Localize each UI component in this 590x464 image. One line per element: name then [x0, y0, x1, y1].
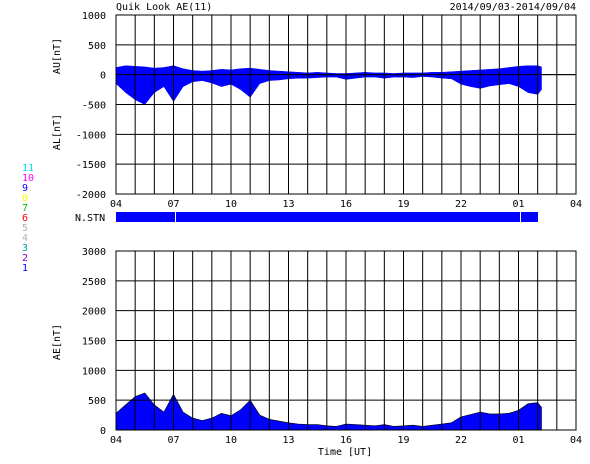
- legend-station-1: 1: [22, 263, 29, 274]
- top-x-tick-label: 19: [397, 199, 409, 210]
- nstn-bar-gap: [520, 212, 521, 222]
- top-y-tick-label: 0: [100, 71, 106, 82]
- bottom-x-tick-label: 22: [455, 435, 467, 446]
- nstn-bar: [116, 212, 538, 222]
- bottom-x-tick-label: 19: [397, 435, 409, 446]
- ae-panel: 3000 2500 2000 1500 1000 500 0 04 07 10 13 16 19 22 01…: [82, 247, 582, 446]
- au-al-panel: 1000 500 0 -500 -1000 -1500 -2000 04 07 10 13 16 19 2…: [76, 11, 582, 210]
- station-legend: 11 10 9 8 7 6 5 4 3 2 1: [22, 164, 34, 274]
- bottom-x-tick-label: 01: [512, 435, 524, 446]
- legend-station-9: 9: [22, 183, 29, 194]
- top-x-tick-label: 04: [110, 199, 122, 210]
- legend-station-4: 4: [22, 233, 29, 244]
- top-x-tick-label: 04: [570, 199, 582, 210]
- top-x-tick-label: 10: [225, 199, 237, 210]
- bottom-y-tick-label: 2500: [82, 277, 106, 288]
- bottom-x-tick-label: 04: [570, 435, 582, 446]
- legend-station-8: 8: [22, 193, 29, 204]
- top-x-tick-label: 01: [512, 199, 524, 210]
- chart-title: Quik Look AE(11): [116, 2, 212, 13]
- bottom-x-tick-label: 04: [110, 435, 122, 446]
- bottom-ae-series: [115, 392, 542, 431]
- top-frame: [115, 14, 577, 195]
- top-y-tick-label: -1000: [76, 130, 106, 141]
- top-x-tick-label: 07: [167, 199, 179, 210]
- top-x-tick-label: 13: [282, 199, 294, 210]
- top-au-al-series: [115, 65, 542, 105]
- ae-axis-label: AE[nT]: [52, 324, 63, 360]
- al-axis-label: AL[nT]: [52, 114, 63, 150]
- legend-station-11: 11: [22, 163, 35, 174]
- legend-station-5: 5: [22, 223, 29, 234]
- bottom-x-tick-label: 10: [225, 435, 237, 446]
- x-axis-label: Time [UT]: [318, 447, 372, 458]
- bottom-y-tick-label: 3000: [82, 247, 106, 258]
- bottom-frame: [115, 250, 577, 431]
- top-x-tick-label: 22: [455, 199, 467, 210]
- top-y-tick-label: 500: [88, 41, 106, 52]
- bottom-y-tick-label: 0: [100, 426, 106, 437]
- bottom-x-tick-label: 07: [167, 435, 179, 446]
- bottom-y-tick-label: 1500: [82, 337, 106, 348]
- legend-station-6: 6: [22, 213, 29, 224]
- bottom-y-tick-label: 500: [88, 396, 106, 407]
- legend-station-7: 7: [22, 203, 29, 214]
- legend-station-2: 2: [22, 253, 29, 264]
- bottom-x-tick-label: 16: [340, 435, 352, 446]
- legend-station-10: 10: [22, 173, 35, 184]
- au-axis-label: AU[nT]: [52, 38, 63, 74]
- bottom-y-tick-label: 2000: [82, 307, 106, 318]
- top-x-tick-label: 16: [340, 199, 352, 210]
- legend-station-3: 3: [22, 243, 29, 254]
- top-y-tick-label: 1000: [82, 11, 106, 22]
- bottom-y-tick-label: 1000: [82, 366, 106, 377]
- nstn-bar-gap-2: [175, 212, 176, 222]
- top-y-tick-label: -1500: [76, 160, 106, 171]
- top-y-tick-label: -500: [82, 101, 106, 112]
- nstn-label: N.STN: [75, 213, 105, 224]
- date-range: 2014/09/03-2014/09/04: [450, 2, 576, 13]
- top-y-tick-label: -2000: [76, 190, 106, 201]
- bottom-x-tick-label: 13: [282, 435, 294, 446]
